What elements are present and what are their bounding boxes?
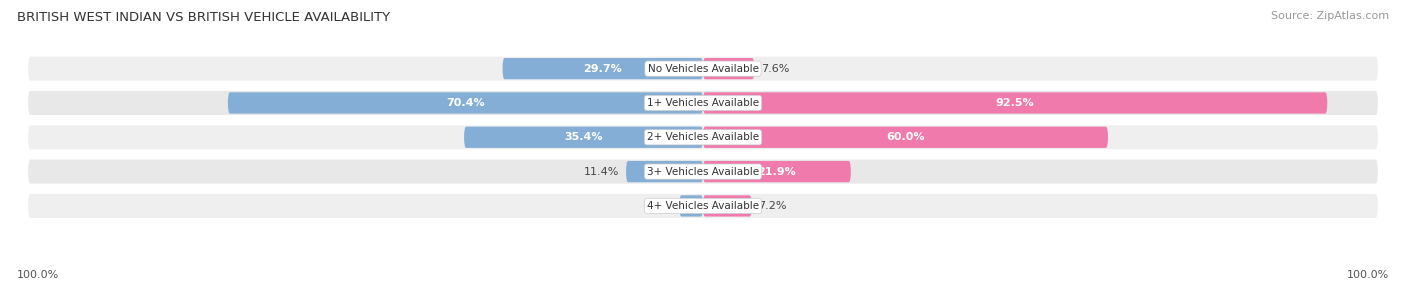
Text: 7.6%: 7.6% [761, 64, 789, 74]
FancyBboxPatch shape [464, 127, 703, 148]
FancyBboxPatch shape [28, 91, 1378, 115]
FancyBboxPatch shape [679, 195, 703, 217]
Text: BRITISH WEST INDIAN VS BRITISH VEHICLE AVAILABILITY: BRITISH WEST INDIAN VS BRITISH VEHICLE A… [17, 11, 389, 24]
Text: 3.5%: 3.5% [644, 201, 672, 211]
Text: No Vehicles Available: No Vehicles Available [648, 64, 758, 74]
Text: 7.2%: 7.2% [758, 201, 787, 211]
FancyBboxPatch shape [28, 194, 1378, 218]
Text: 70.4%: 70.4% [446, 98, 485, 108]
Text: 92.5%: 92.5% [995, 98, 1035, 108]
FancyBboxPatch shape [28, 160, 1378, 184]
Text: 21.9%: 21.9% [758, 167, 796, 176]
Text: 100.0%: 100.0% [17, 270, 59, 280]
FancyBboxPatch shape [626, 161, 703, 182]
Text: 100.0%: 100.0% [1347, 270, 1389, 280]
FancyBboxPatch shape [28, 125, 1378, 149]
FancyBboxPatch shape [228, 92, 703, 114]
Text: 2+ Vehicles Available: 2+ Vehicles Available [647, 132, 759, 142]
FancyBboxPatch shape [703, 58, 754, 79]
FancyBboxPatch shape [703, 161, 851, 182]
Text: 35.4%: 35.4% [564, 132, 603, 142]
FancyBboxPatch shape [703, 195, 752, 217]
Text: 4+ Vehicles Available: 4+ Vehicles Available [647, 201, 759, 211]
FancyBboxPatch shape [703, 92, 1327, 114]
Text: 29.7%: 29.7% [583, 64, 623, 74]
Text: 3+ Vehicles Available: 3+ Vehicles Available [647, 167, 759, 176]
FancyBboxPatch shape [502, 58, 703, 79]
Text: 60.0%: 60.0% [886, 132, 925, 142]
FancyBboxPatch shape [28, 57, 1378, 81]
Text: 11.4%: 11.4% [583, 167, 619, 176]
Text: 1+ Vehicles Available: 1+ Vehicles Available [647, 98, 759, 108]
FancyBboxPatch shape [703, 127, 1108, 148]
Text: Source: ZipAtlas.com: Source: ZipAtlas.com [1271, 11, 1389, 21]
